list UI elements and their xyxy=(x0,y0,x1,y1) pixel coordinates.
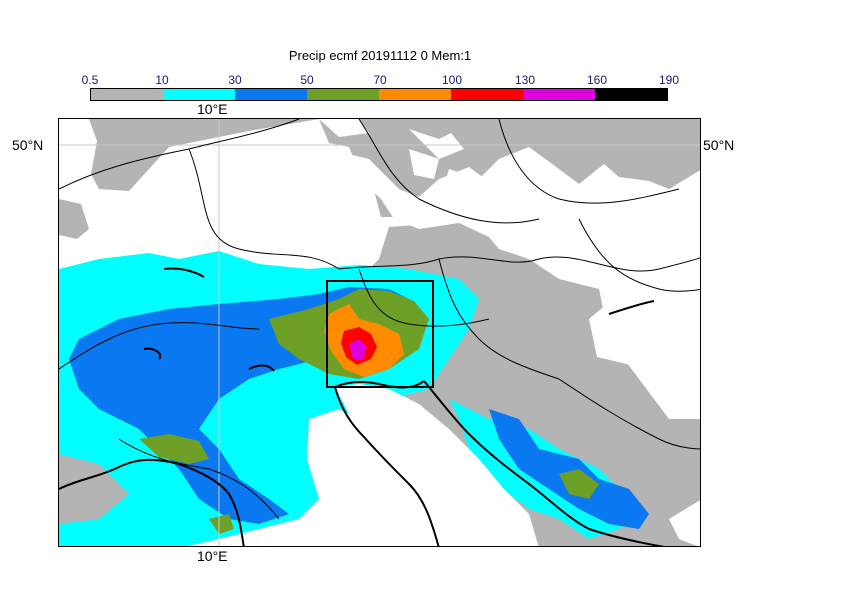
colorbar xyxy=(90,88,668,101)
map-canvas xyxy=(59,119,700,546)
no-precip-area xyxy=(309,129,700,546)
chart-title: Precip ecmf 20191112 0 Mem:1 xyxy=(288,48,472,63)
colorbar-segment-0 xyxy=(91,89,163,100)
colorbar-tick-5: 100 xyxy=(441,73,463,87)
colorbar-tick-1: 10 xyxy=(155,73,169,87)
adriatic-sea xyxy=(335,384,539,546)
colorbar-tick-2: 30 xyxy=(228,73,242,87)
colorbar-tick-labels: 0.5 10 30 50 70 100 130 160 190 xyxy=(60,73,700,89)
precip-band-magenta xyxy=(349,339,367,359)
colorbar-tick-0: 0.5 xyxy=(81,73,99,87)
lat-label-right: 50°N xyxy=(703,137,735,153)
colorbar-segment-2 xyxy=(235,89,307,100)
colorbar-tick-4: 70 xyxy=(373,73,387,87)
lon-label-bottom: 10°E xyxy=(197,548,228,564)
colorbar-tick-6: 130 xyxy=(514,73,536,87)
boundaries xyxy=(59,119,700,520)
colorbar-tick-3: 50 xyxy=(300,73,314,87)
colorbar-segment-1 xyxy=(163,89,235,100)
lat-label-left: 50°N xyxy=(12,137,44,153)
colorbar-tick-7: 160 xyxy=(586,73,608,87)
coastline xyxy=(59,267,665,546)
colorbar-segment-7 xyxy=(595,89,667,100)
colorbar-segment-6 xyxy=(523,89,595,100)
region-box xyxy=(326,280,434,388)
precipitation-map xyxy=(58,118,701,547)
colorbar-segment-3 xyxy=(307,89,379,100)
colorbar-segment-5 xyxy=(451,89,523,100)
colorbar-tick-8: 190 xyxy=(658,73,680,87)
colorbar-segment-4 xyxy=(379,89,451,100)
precip-band-blue xyxy=(69,287,649,529)
lon-label-top: 10°E xyxy=(197,101,228,117)
